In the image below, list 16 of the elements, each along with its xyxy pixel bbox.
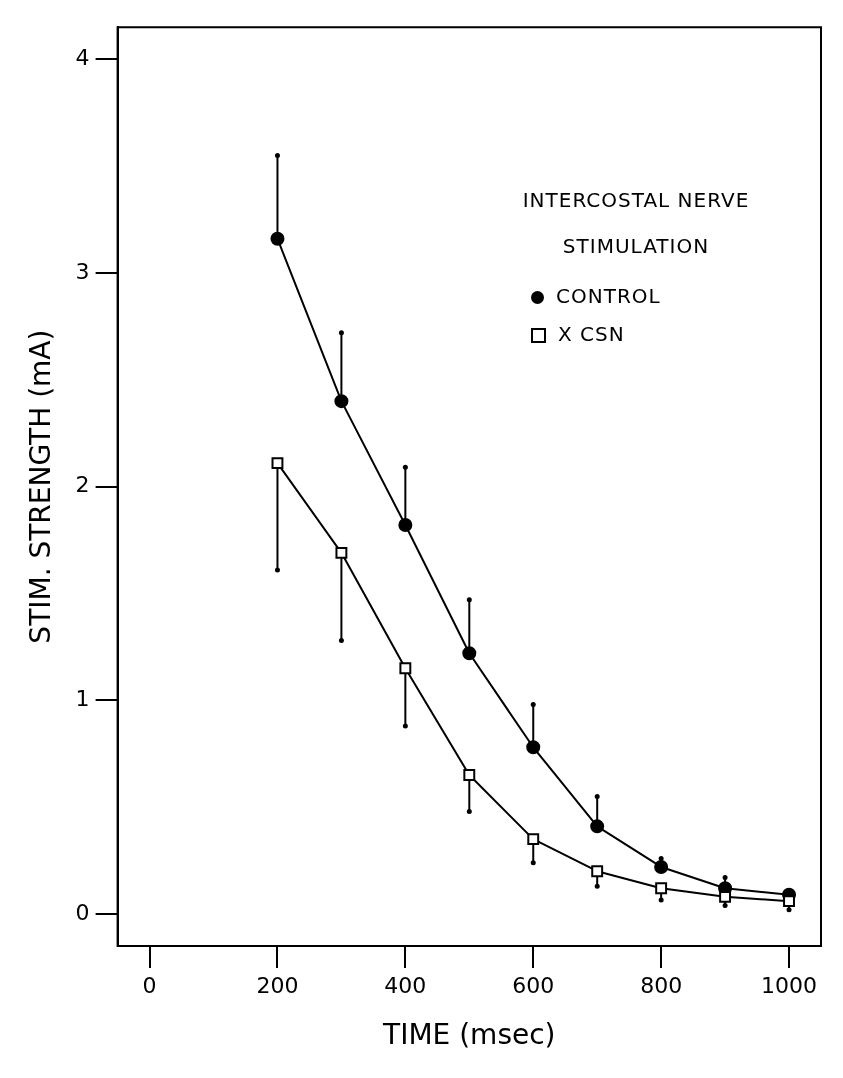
x-tick-label: 200 <box>256 972 299 998</box>
x-tick-label: 400 <box>384 972 427 998</box>
legend-label: X CSN <box>557 321 626 349</box>
x-axis-title: TIME (msec) <box>382 1018 556 1052</box>
x-tick-label: 0 <box>142 972 157 998</box>
x-tick-label: 600 <box>512 972 555 998</box>
y-tick-label: 2 <box>75 472 90 498</box>
y-tick-label: 3 <box>75 258 90 284</box>
legend-title: INTERCOSTAL NERVE STIMULATION <box>521 187 751 261</box>
y-axis-title: STIM. STRENGTH (mA) <box>24 329 58 644</box>
y-tick-label: 1 <box>75 685 90 711</box>
x-tick-label: 1000 <box>761 972 818 998</box>
x-tick-label: 800 <box>640 972 683 998</box>
y-tick-label: 4 <box>75 44 90 70</box>
legend-label: CONTROL <box>555 283 662 311</box>
y-tick-label: 0 <box>75 899 90 925</box>
